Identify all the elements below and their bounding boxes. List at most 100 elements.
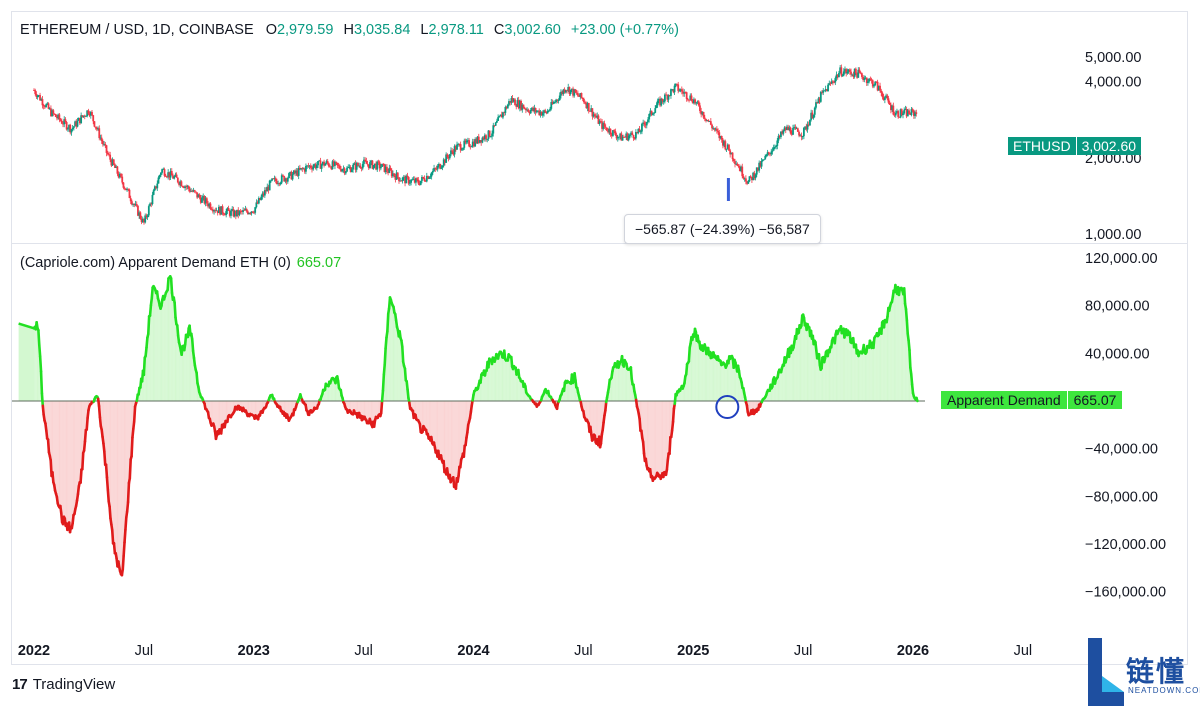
price-candle (579, 93, 582, 97)
price-candle (898, 116, 901, 118)
price-candle (77, 117, 80, 121)
price-candle (781, 131, 784, 134)
indicator-line (45, 429, 49, 440)
price-candle (752, 172, 755, 181)
price-candle (421, 176, 423, 181)
indicator-fill (446, 401, 448, 475)
price-candle (773, 146, 776, 148)
price-candle (742, 176, 745, 179)
price-candle (319, 160, 322, 169)
price-candle (836, 74, 839, 78)
price-candle (371, 160, 374, 169)
price-candle (512, 99, 515, 102)
indicator-fill (55, 401, 56, 494)
price-candle (373, 163, 376, 165)
price-candle (172, 175, 174, 179)
price-candle (230, 210, 232, 216)
indicator-fill (441, 401, 443, 463)
indicator-header: (Capriole.com) Apparent Demand ETH (0) 66… (20, 255, 341, 271)
indicator-fill (803, 314, 805, 401)
price-candle (122, 182, 125, 188)
price-candle (436, 165, 439, 170)
price-candle (882, 97, 885, 100)
indicator-fill (852, 338, 854, 401)
price-candle (789, 127, 792, 134)
indicator-line (126, 481, 131, 504)
indicator-fill (794, 336, 796, 401)
indicator-fill (883, 320, 885, 401)
price-candle (46, 103, 49, 105)
indicator-fill (802, 314, 804, 401)
indicator-fill (229, 401, 231, 417)
indicator-fill (35, 322, 37, 401)
indicator-fill (519, 377, 521, 401)
indicator-fill (828, 350, 830, 401)
price-candle (874, 81, 877, 86)
price-candle (210, 208, 213, 210)
x-axis-tick: Jul (1014, 643, 1033, 659)
price-candle (313, 164, 316, 167)
indicator-fill (215, 401, 217, 439)
indicator-fill (494, 358, 496, 401)
price-candle (690, 95, 693, 101)
indicator-fill (166, 290, 168, 401)
price-candle (489, 136, 492, 138)
indicator-fill (799, 325, 801, 401)
indicator-fill (663, 401, 665, 477)
open-value: 2,979.59 (276, 22, 334, 38)
indicator-fill (670, 401, 672, 438)
indicator-fill (424, 401, 426, 430)
indicator-fill (870, 346, 872, 401)
indicator-fill (172, 297, 174, 401)
price-candle (653, 112, 655, 114)
indicator-fill (646, 401, 648, 470)
price-candle (856, 73, 858, 78)
price-candle (833, 82, 836, 84)
price-candle (744, 178, 747, 182)
indicator-fill (454, 401, 456, 487)
price-candle (309, 165, 312, 168)
price-candle (87, 110, 90, 114)
price-candle (398, 177, 400, 182)
price-candle (402, 176, 405, 178)
price-candle (647, 119, 649, 123)
price-candle (522, 104, 525, 109)
price-candle (677, 84, 680, 91)
price-candle (560, 91, 562, 96)
indicator-fill (520, 381, 522, 401)
indicator-fill (326, 385, 328, 401)
indicator-fill (823, 357, 825, 401)
price-candle (161, 169, 164, 173)
price-candle (684, 92, 687, 93)
indicator-fill (437, 401, 439, 457)
price-candle (314, 164, 317, 169)
indicator-fill (457, 401, 459, 482)
indicator-fill (155, 289, 157, 401)
price-candle (678, 90, 681, 92)
price-candle (719, 135, 722, 139)
indicator-fill (363, 401, 365, 420)
indicator-line (382, 363, 387, 377)
indicator-fill (114, 401, 116, 554)
indicator-fill (167, 278, 169, 401)
indicator-fill (615, 363, 616, 401)
indicator-fill (893, 290, 895, 401)
price-candle (377, 161, 380, 163)
indicator-fill (228, 401, 230, 417)
x-axis-tick: 2022 (18, 643, 50, 659)
price-candle (422, 176, 425, 179)
indicator-fill (656, 401, 658, 477)
price-candle (156, 183, 159, 189)
indicator-fill (429, 401, 431, 441)
price-candle (535, 111, 538, 113)
price-candle (111, 159, 114, 166)
indicator-fill (616, 361, 618, 401)
indicator-fill (419, 401, 420, 424)
price-candle (786, 126, 788, 130)
indicator-fill (717, 356, 719, 401)
price-candle (569, 89, 572, 94)
indicator-fill (230, 401, 232, 418)
price-candle (567, 87, 570, 91)
indicator-fill (126, 401, 128, 518)
price-candle (335, 161, 338, 163)
